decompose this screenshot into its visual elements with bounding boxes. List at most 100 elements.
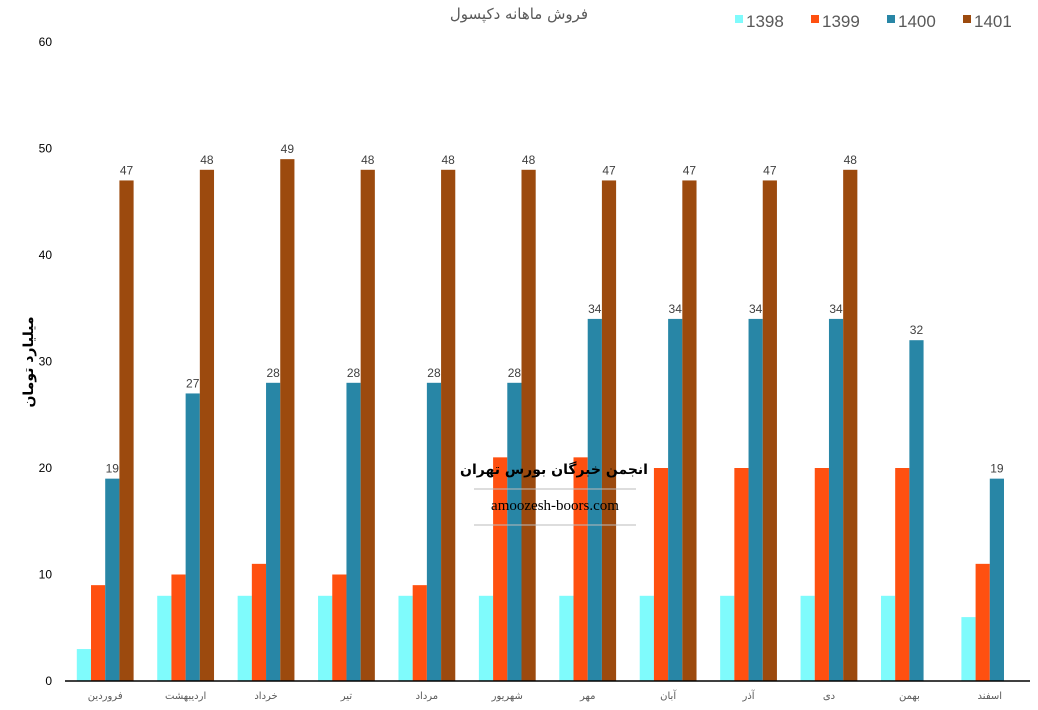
data-label: 28 [427, 366, 441, 380]
bar-1399 [734, 468, 749, 681]
bar-1401 [762, 180, 777, 681]
data-label: 48 [200, 153, 214, 167]
bar-1399 [573, 457, 588, 681]
bar-1401 [441, 169, 456, 682]
data-label: 49 [281, 142, 295, 156]
y-tick-label: 40 [39, 248, 53, 262]
bar-1400 [507, 382, 522, 681]
bar-1400 [748, 318, 763, 681]
data-label: 34 [749, 302, 763, 316]
bar-1398 [398, 595, 413, 681]
data-label: 28 [266, 366, 280, 380]
x-tick-label: مهر [579, 691, 595, 702]
watermark: انجمن خبرگان بورس تهران amoozesh-boors.c… [460, 461, 648, 526]
data-label: 19 [990, 462, 1004, 476]
data-label: 47 [602, 163, 616, 177]
legend-swatch [735, 15, 743, 23]
data-label: 47 [763, 163, 777, 177]
bar-1400 [105, 478, 120, 681]
legend-label: 1400 [898, 12, 936, 31]
y-tick-label: 60 [39, 35, 53, 49]
bar-1398 [157, 595, 172, 681]
y-tick-label: 50 [39, 142, 53, 156]
bar-1398 [800, 595, 815, 681]
data-label: 48 [441, 153, 455, 167]
bar-1400 [185, 393, 200, 681]
y-tick-label: 0 [45, 674, 52, 688]
legend-label: 1399 [822, 12, 860, 31]
data-label: 28 [347, 366, 361, 380]
x-tick-label: آبان [660, 689, 677, 702]
legend-item-1400: 1400 [887, 12, 936, 31]
legend-swatch [811, 15, 819, 23]
bar-1399 [171, 574, 186, 681]
watermark-title: انجمن خبرگان بورس تهران [460, 461, 648, 478]
bar-1398 [76, 649, 92, 681]
bar-1399 [332, 574, 347, 681]
legend-item-1401: 1401 [963, 12, 1012, 31]
data-label: 27 [186, 376, 200, 390]
data-label: 32 [910, 323, 924, 337]
data-label: 48 [522, 153, 536, 167]
bar-1400 [989, 478, 1004, 681]
data-label: 34 [588, 302, 602, 316]
data-label: 34 [669, 302, 683, 316]
bar-1400 [828, 318, 844, 681]
bar-1399 [895, 468, 910, 681]
y-axis-label: میلیارد تومان [21, 316, 37, 407]
bar-1398 [478, 595, 494, 681]
data-label: 48 [844, 153, 858, 167]
x-tick-label: بهمن [899, 691, 920, 702]
legend-swatch [887, 15, 895, 23]
y-tick-label: 20 [39, 461, 53, 475]
bar-1401 [521, 169, 536, 682]
legend-label: 1398 [746, 12, 784, 31]
bar-1400 [909, 340, 924, 681]
x-tick-label: خرداد [254, 691, 277, 702]
x-tick-label: آذر [742, 689, 756, 702]
bar-1399 [91, 585, 106, 681]
x-tick-label: دی [823, 691, 835, 702]
bar-1400 [587, 318, 602, 681]
bar-1398 [559, 595, 574, 681]
bar-1398 [639, 595, 654, 681]
data-label: 47 [120, 163, 134, 177]
bar-1400 [346, 382, 361, 681]
data-label: 48 [361, 153, 375, 167]
bar-1399 [493, 457, 508, 681]
bar-1401 [682, 180, 697, 681]
watermark-url: amoozesh-boors.com [491, 498, 619, 514]
legend-label: 1401 [974, 12, 1012, 31]
bar-1398 [318, 595, 333, 681]
legend-swatch [963, 15, 971, 23]
bar-1398 [880, 595, 896, 681]
x-tick-label: شهریور [491, 691, 523, 702]
bar-1401 [601, 180, 617, 681]
bar-1398 [237, 595, 252, 681]
data-label: 47 [683, 163, 697, 177]
bar-1398 [961, 617, 976, 681]
bar-1401 [280, 159, 295, 681]
bar-1401 [199, 169, 215, 682]
legend-item-1398: 1398 [735, 12, 784, 31]
bar-1399 [975, 563, 990, 681]
bar-1398 [720, 595, 735, 681]
x-tick-label: اسفند [978, 691, 1002, 702]
bar-1399 [412, 585, 427, 681]
bar-1401 [119, 180, 134, 681]
bar-1399 [251, 563, 267, 681]
x-tick-label: تیر [340, 691, 353, 702]
legend-item-1399: 1399 [811, 12, 860, 31]
bar-1399 [814, 468, 829, 681]
y-tick-label: 30 [39, 355, 53, 369]
bar-1401 [360, 169, 375, 682]
x-tick-label: مرداد [416, 691, 439, 702]
x-tick-label: اردیبهشت [165, 691, 206, 702]
chart-title: فروش ماهانه دکپسول [450, 5, 588, 24]
data-label: 19 [106, 462, 120, 476]
x-tick-label: فروردین [88, 691, 123, 702]
bar-1400 [266, 382, 281, 681]
y-tick-label: 10 [39, 568, 53, 582]
